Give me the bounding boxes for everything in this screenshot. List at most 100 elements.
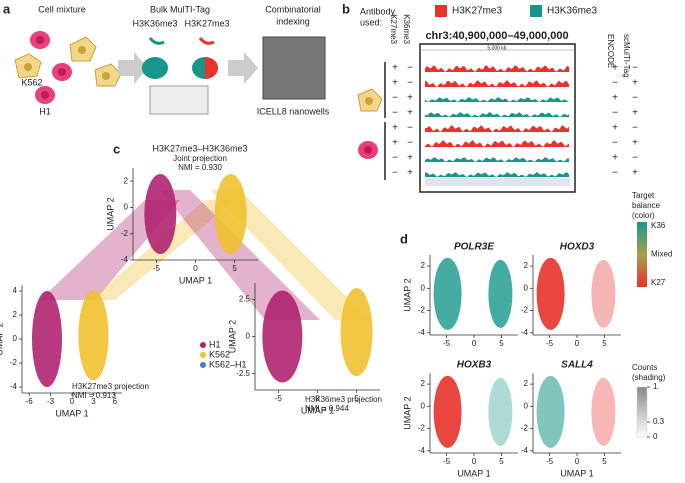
sign: + xyxy=(632,108,638,119)
legend-label: K562 xyxy=(209,349,230,359)
heading: Bulk MulTI-Tag xyxy=(150,4,210,14)
x-tick-label: -5 xyxy=(546,457,554,466)
cell-cloud xyxy=(214,174,247,254)
track xyxy=(425,172,569,177)
colorbar-label: 1 xyxy=(653,382,658,391)
y-tick-label: -4 xyxy=(521,446,529,455)
col-label: K27me3 xyxy=(389,14,398,44)
caption: Antibody xyxy=(360,6,396,16)
heading: indexing xyxy=(276,16,310,26)
scale-label: 5,000 kb xyxy=(487,45,506,51)
x-tick-label: 0 xyxy=(70,397,75,406)
y-tick-label: 2 xyxy=(13,310,18,319)
plot-title: SALL4 xyxy=(561,360,593,371)
sign: − xyxy=(612,138,618,149)
legend-dot xyxy=(200,352,206,358)
colorbar-label: K36 xyxy=(651,221,666,230)
col-label: scMulTI-Tag xyxy=(622,34,631,78)
x-axis-label: UMAP 1 xyxy=(457,468,490,478)
y-tick-label: 2 xyxy=(524,379,529,388)
x-axis-label: UMAP 1 xyxy=(179,275,212,285)
y-tick-label: 2 xyxy=(421,261,426,270)
sign: + xyxy=(407,93,413,104)
colorbar-title: balance xyxy=(632,201,661,210)
x-tick-label: 6 xyxy=(113,397,118,406)
sign: − xyxy=(392,153,398,164)
legend-dot xyxy=(200,342,206,348)
cell-cloud xyxy=(433,375,462,448)
track xyxy=(425,112,569,117)
colorbar-title: (shading) xyxy=(632,373,666,382)
sign: + xyxy=(392,63,398,74)
caption: used: xyxy=(360,17,382,27)
y-tick-label: 0 xyxy=(421,283,426,292)
sign: − xyxy=(612,78,618,89)
antibody: H3K27me3 xyxy=(184,18,229,28)
colorbar-label: K27 xyxy=(651,278,666,287)
antibody: H3K36me3 xyxy=(132,18,177,28)
panel-label: b xyxy=(342,1,350,16)
sign: + xyxy=(612,93,618,104)
projection-note: H3K27me3 projection xyxy=(72,382,149,391)
y-tick-label: 0 xyxy=(421,401,426,410)
colorbar-label: Mixed xyxy=(651,250,672,259)
projection-note: H3K36me3 projection xyxy=(305,395,382,404)
y-tick-label: -2.5 xyxy=(236,369,250,378)
links xyxy=(160,190,320,320)
track xyxy=(425,125,569,132)
sign: + xyxy=(392,78,398,89)
y-tick-label: -4 xyxy=(418,446,426,455)
y-tick-label: 2 xyxy=(524,261,529,270)
sign: + xyxy=(632,138,638,149)
y-axis-label: UMAP 2 xyxy=(402,278,412,311)
nmi: NMI = 0.944 xyxy=(305,404,349,413)
legend-label: H3K36me3 xyxy=(547,6,597,17)
col-label: K36me3 xyxy=(402,14,411,44)
sign: − xyxy=(632,93,638,104)
cell-cloud xyxy=(433,257,462,330)
track xyxy=(425,80,569,87)
x-tick-label: -5 xyxy=(443,339,451,348)
x-tick-label: 0 xyxy=(472,457,477,466)
y-tick-label: -2 xyxy=(521,306,529,315)
track xyxy=(425,65,569,72)
sign: + xyxy=(407,153,413,164)
sign: − xyxy=(632,123,638,134)
sign: + xyxy=(612,123,618,134)
x-tick-label: 0 xyxy=(315,394,320,403)
sign: + xyxy=(407,108,413,119)
x-tick-label: 0 xyxy=(193,264,198,273)
panel-label: a xyxy=(3,1,11,16)
x-tick-label: -3 xyxy=(47,397,55,406)
sign: − xyxy=(612,108,618,119)
y-tick-label: -2 xyxy=(521,424,529,433)
legend-label: K562–H1 xyxy=(209,359,247,369)
y-tick-label: 2 xyxy=(124,176,129,185)
colorbar-label: 0.3 xyxy=(653,417,665,426)
plot-title: HOXB3 xyxy=(457,360,492,371)
sign: − xyxy=(407,138,413,149)
colorbar-title: (color) xyxy=(632,211,655,220)
x-tick-label: 5 xyxy=(602,457,607,466)
sign: − xyxy=(407,63,413,74)
sign: − xyxy=(407,123,413,134)
cell-cloud xyxy=(536,375,565,448)
colorbar xyxy=(637,222,647,287)
track xyxy=(425,140,569,147)
plot-title: HOXD3 xyxy=(560,242,595,253)
y-tick-label: 2 xyxy=(421,379,426,388)
x-tick-label: -5 xyxy=(275,394,283,403)
y-tick-label: -4 xyxy=(418,328,426,337)
y-tick-label: -2 xyxy=(121,229,129,238)
y-axis-label: UMAP 2 xyxy=(105,197,115,230)
panel-a-art xyxy=(14,31,326,115)
y-tick-label: -2 xyxy=(418,306,426,315)
sign: + xyxy=(612,63,618,74)
cell-cloud xyxy=(591,377,616,446)
x-tick-label: -5 xyxy=(546,339,554,348)
plot-title: POLR3E xyxy=(454,242,494,253)
y-tick-label: 0 xyxy=(524,401,529,410)
cell-cloud xyxy=(536,257,565,330)
colorbar-title: Target xyxy=(632,191,655,200)
